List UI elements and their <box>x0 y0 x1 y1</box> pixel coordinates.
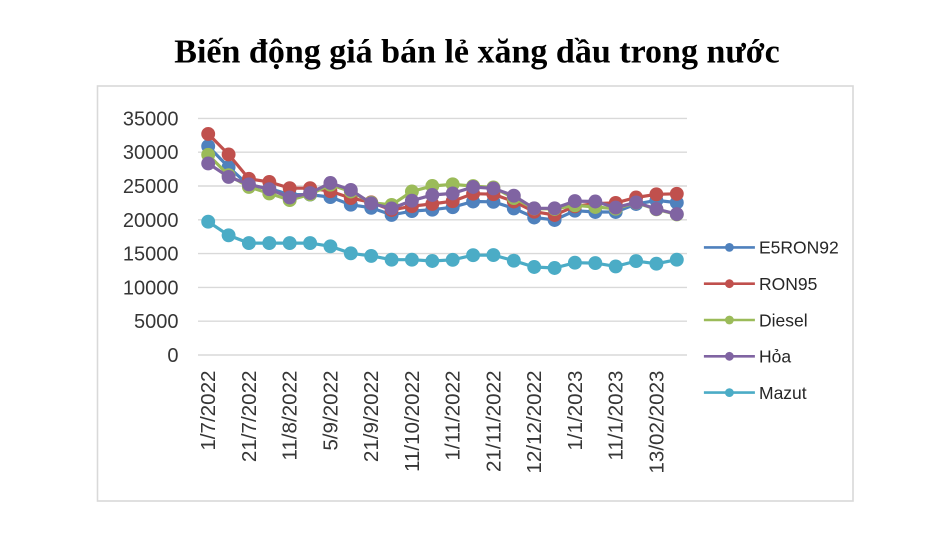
svg-text:30000: 30000 <box>123 142 179 164</box>
svg-text:11/1/2023: 11/1/2023 <box>605 371 628 461</box>
svg-text:Hỏa: Hỏa <box>759 347 791 367</box>
svg-text:1/11/2022: 1/11/2022 <box>442 371 465 461</box>
svg-text:35000: 35000 <box>123 108 179 130</box>
svg-text:1/1/2023: 1/1/2023 <box>564 371 587 451</box>
svg-text:15000: 15000 <box>123 244 179 266</box>
svg-text:Biến động giá bán lẻ xăng dầu: Biến động giá bán lẻ xăng dầu trong nước <box>174 34 779 71</box>
svg-text:5/9/2022: 5/9/2022 <box>319 371 342 451</box>
svg-text:Diesel: Diesel <box>759 310 808 330</box>
svg-text:10000: 10000 <box>123 277 179 299</box>
svg-text:21/7/2022: 21/7/2022 <box>238 371 261 463</box>
svg-text:11/10/2022: 11/10/2022 <box>401 371 424 473</box>
svg-text:12/12/2022: 12/12/2022 <box>523 371 546 474</box>
svg-text:5000: 5000 <box>134 311 179 333</box>
svg-text:25000: 25000 <box>123 176 179 198</box>
svg-text:20000: 20000 <box>123 210 179 232</box>
svg-text:13/02/2023: 13/02/2023 <box>645 371 668 474</box>
svg-text:E5RON92: E5RON92 <box>759 238 839 258</box>
svg-text:0: 0 <box>167 345 178 367</box>
svg-text:RON95: RON95 <box>759 274 817 294</box>
svg-text:21/9/2022: 21/9/2022 <box>360 371 383 463</box>
svg-text:11/8/2022: 11/8/2022 <box>279 371 302 461</box>
svg-text:21/11/2022: 21/11/2022 <box>482 371 505 473</box>
svg-text:1/7/2022: 1/7/2022 <box>197 371 220 451</box>
svg-text:Mazut: Mazut <box>759 383 807 403</box>
